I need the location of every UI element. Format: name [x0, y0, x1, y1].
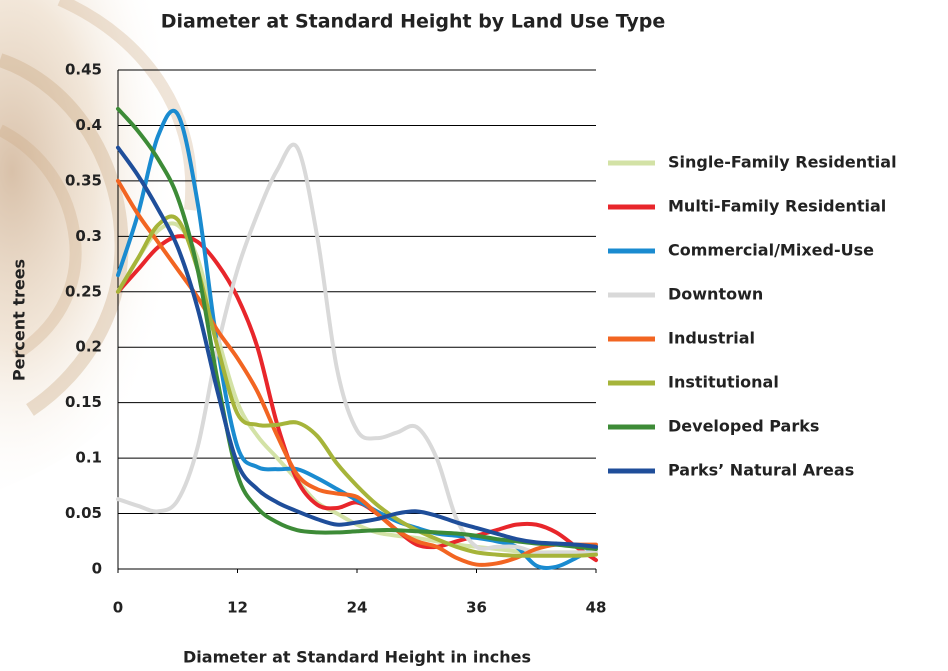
legend-label: Commercial/Mixed-Use: [668, 241, 874, 260]
x-tick-label: 36: [466, 599, 487, 617]
y-tick-label: 0.25: [65, 282, 102, 300]
legend-label: Institutional: [668, 373, 779, 392]
y-tick-label: 0.35: [65, 171, 102, 189]
series-line: [116, 142, 598, 555]
series-line: [116, 145, 598, 549]
y-tick-label: 0.4: [75, 116, 102, 134]
y-tick-label: 0.3: [75, 227, 102, 245]
legend-label: Single-Family Residential: [668, 153, 897, 172]
legend-label: Industrial: [668, 329, 755, 348]
legend-label: Multi-Family Residential: [668, 197, 886, 216]
x-axis-label: Diameter at Standard Height in inches: [183, 648, 531, 667]
y-tick-label: 0: [92, 560, 102, 578]
series-line: [116, 178, 598, 567]
legend-label: Downtown: [668, 285, 763, 304]
y-tick-label: 0.1: [75, 449, 102, 467]
chart-title: Diameter at Standard Height by Land Use …: [161, 11, 666, 33]
y-tick-label: 0.45: [65, 61, 102, 79]
legend-label: Parks’ Natural Areas: [668, 461, 854, 480]
legend-label: Developed Parks: [668, 417, 819, 436]
x-tick-label: 48: [586, 599, 607, 617]
x-tick-label: 12: [227, 599, 248, 617]
y-tick-label: 0.15: [65, 393, 102, 411]
y-tick-label: 0.05: [65, 504, 102, 522]
y-tick-label: 0.2: [75, 338, 102, 356]
x-tick-label: 0: [113, 599, 123, 617]
x-tick-label: 24: [347, 599, 368, 617]
series-line: [116, 106, 598, 552]
y-axis-label: Percent trees: [10, 259, 29, 381]
series-line: [116, 221, 598, 555]
